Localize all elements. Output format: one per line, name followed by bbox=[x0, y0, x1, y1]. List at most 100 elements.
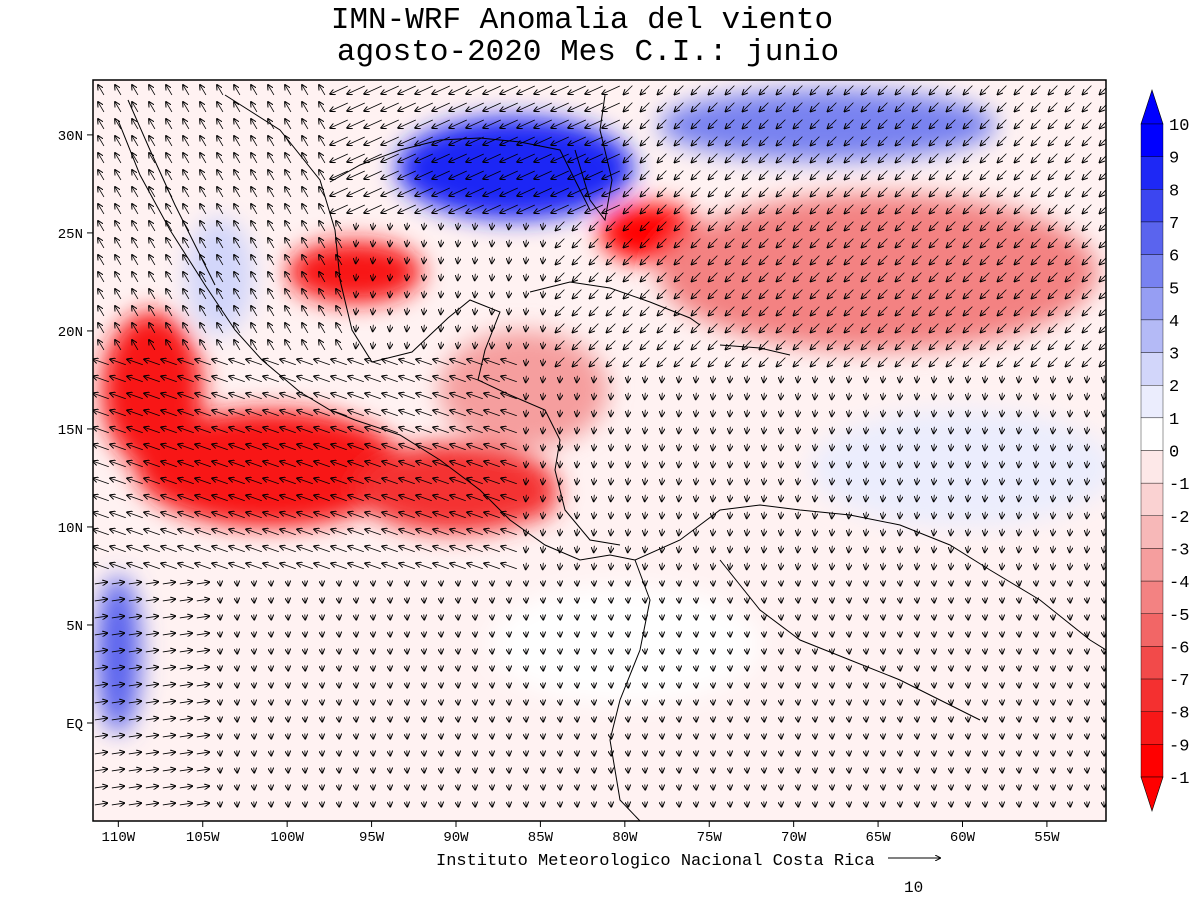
wind-vector bbox=[526, 682, 527, 687]
wind-vector bbox=[679, 784, 680, 789]
wind-vector bbox=[896, 170, 905, 180]
wind-vector bbox=[1036, 801, 1037, 806]
wind-vector bbox=[268, 153, 275, 164]
wind-vector bbox=[271, 716, 272, 721]
wind-vector bbox=[828, 153, 837, 163]
wind-vector bbox=[322, 699, 323, 704]
wind-vector bbox=[432, 102, 450, 111]
wind-vector bbox=[883, 733, 884, 738]
wind-vector bbox=[641, 204, 650, 214]
wind-vector bbox=[475, 767, 476, 772]
wind-vector bbox=[432, 204, 450, 213]
wind-vector bbox=[1070, 614, 1071, 619]
wind-vector bbox=[628, 767, 629, 772]
wind-vector bbox=[492, 648, 493, 653]
wind-vector bbox=[777, 102, 786, 112]
wind-vector bbox=[1100, 121, 1106, 129]
colorbar-label: 3 bbox=[1169, 346, 1179, 365]
wind-vector bbox=[149, 221, 156, 232]
wind-vector bbox=[628, 801, 629, 806]
colorbar-bottom-arrow bbox=[1140, 776, 1164, 812]
wind-vector bbox=[517, 136, 535, 145]
wind-vector bbox=[585, 204, 603, 213]
wind-vector bbox=[1100, 138, 1106, 146]
wind-vector bbox=[356, 597, 357, 602]
wind-vector bbox=[364, 119, 382, 128]
wind-vector bbox=[534, 153, 552, 162]
wind-vector bbox=[271, 665, 272, 670]
wind-vector bbox=[166, 136, 173, 147]
wind-vector bbox=[679, 699, 680, 704]
wind-vector bbox=[398, 153, 416, 162]
wind-vector bbox=[828, 204, 837, 214]
wind-vector bbox=[1032, 102, 1041, 112]
wind-vector bbox=[1087, 750, 1088, 755]
wind-vector bbox=[483, 153, 501, 162]
wind-vector bbox=[1053, 580, 1054, 585]
wind-vector bbox=[500, 204, 518, 213]
wind-vector bbox=[285, 204, 292, 215]
wind-vector bbox=[373, 580, 374, 585]
wind-vector bbox=[743, 204, 752, 214]
wind-vector bbox=[628, 614, 629, 619]
wind-vector bbox=[1002, 750, 1003, 755]
colorbar-label: -7 bbox=[1169, 672, 1189, 691]
wind-vector bbox=[441, 801, 442, 806]
wind-vector bbox=[577, 750, 578, 755]
wind-vector bbox=[220, 801, 221, 806]
wind-vector bbox=[624, 204, 633, 214]
wind-vector bbox=[743, 170, 752, 180]
wind-vector bbox=[305, 699, 306, 704]
wind-vector bbox=[713, 716, 714, 721]
wind-vector bbox=[268, 85, 275, 96]
colorbar-label: 10 bbox=[1169, 117, 1189, 136]
wind-vector bbox=[828, 136, 837, 146]
wind-vector bbox=[543, 750, 544, 755]
wind-vector bbox=[611, 648, 612, 653]
wind-vector bbox=[1019, 750, 1020, 755]
wind-vector bbox=[1053, 767, 1054, 772]
wind-vector bbox=[560, 699, 561, 704]
wind-vector bbox=[534, 170, 552, 179]
wind-vector bbox=[305, 750, 306, 755]
wind-vector bbox=[747, 699, 748, 704]
wind-vector bbox=[1087, 682, 1088, 687]
wind-vector bbox=[777, 187, 786, 197]
wind-vector bbox=[934, 767, 935, 772]
credit-text: Instituto Meteorologico Nacional Costa R… bbox=[436, 852, 875, 871]
colorbar-swatch bbox=[1140, 221, 1164, 255]
wind-vector bbox=[492, 733, 493, 738]
wind-vector bbox=[815, 767, 816, 772]
wind-vector bbox=[1087, 784, 1088, 789]
wind-vector bbox=[302, 136, 309, 147]
wind-vector bbox=[832, 580, 833, 585]
wind-vector bbox=[132, 136, 139, 147]
wind-vector bbox=[662, 716, 663, 721]
wind-vector bbox=[364, 102, 382, 111]
lon-tick-label: 90W bbox=[443, 830, 469, 846]
wind-vector bbox=[883, 597, 884, 602]
wind-vector bbox=[234, 119, 241, 130]
wind-vector bbox=[466, 119, 484, 128]
wind-vector bbox=[534, 136, 552, 145]
wind-vector bbox=[1083, 136, 1092, 146]
wind-vector bbox=[811, 102, 820, 112]
wind-vector bbox=[492, 597, 493, 602]
wind-vector bbox=[641, 102, 650, 112]
wind-vector bbox=[883, 580, 884, 585]
wind-vector bbox=[624, 170, 633, 180]
wind-vector bbox=[1066, 204, 1075, 214]
wind-vector bbox=[645, 682, 646, 687]
wind-vector bbox=[509, 733, 510, 738]
wind-vector bbox=[815, 699, 816, 704]
wind-vector bbox=[347, 170, 365, 179]
wind-vector bbox=[330, 136, 348, 145]
wind-vector bbox=[475, 597, 476, 602]
wind-vector bbox=[356, 665, 357, 670]
wind-vector bbox=[730, 733, 731, 738]
wind-vector bbox=[319, 170, 326, 181]
wind-vector bbox=[1032, 153, 1041, 163]
wind-vector bbox=[815, 597, 816, 602]
wind-vector bbox=[475, 750, 476, 755]
colorbar-swatch bbox=[1140, 744, 1164, 778]
